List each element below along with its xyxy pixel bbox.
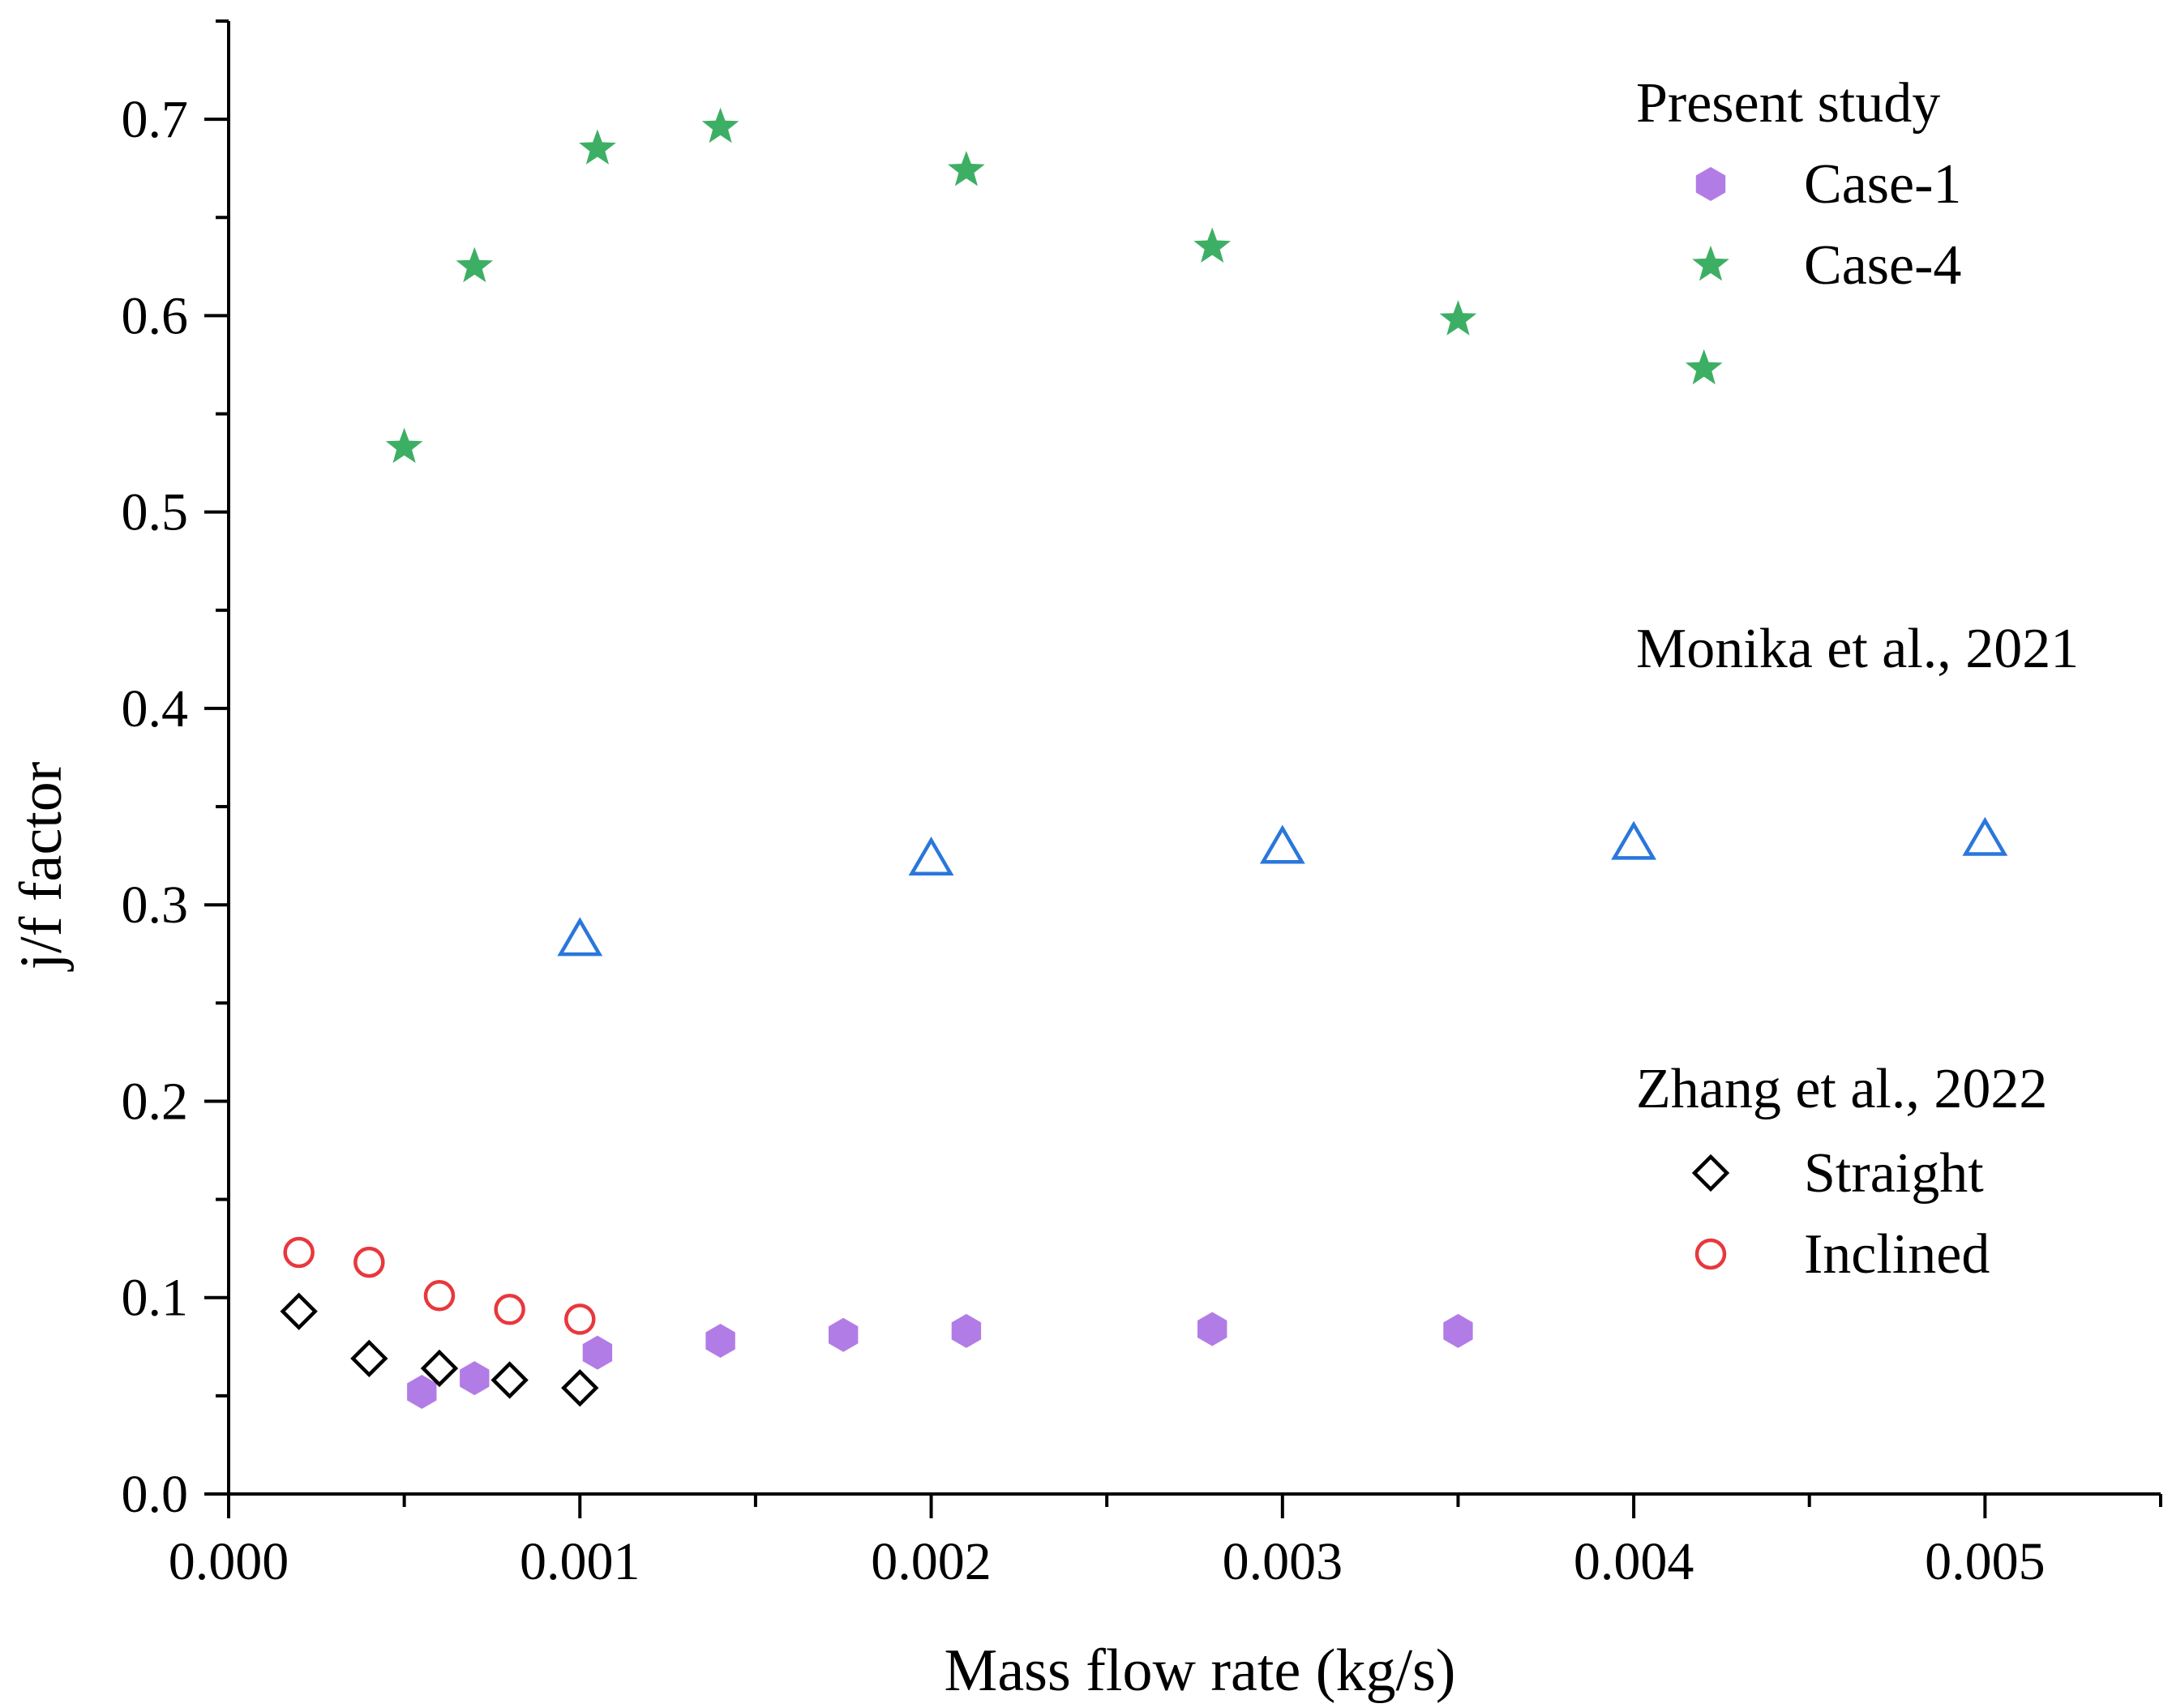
x-tick-label: 0.003 <box>1223 1532 1343 1591</box>
legend-label-case-1: Case-1 <box>1804 153 1961 216</box>
data-point-case-1 <box>1443 1313 1473 1348</box>
axes <box>227 21 2161 1496</box>
data-points <box>280 107 2008 1409</box>
data-point-case-1 <box>829 1317 859 1352</box>
data-point-case-4 <box>1193 227 1231 263</box>
data-point-monika-et-al-2021 <box>1962 816 2008 856</box>
data-point-inclined <box>283 1236 315 1269</box>
data-point-monika-et-al-2021 <box>908 837 954 876</box>
data-point-inclined <box>564 1303 596 1335</box>
data-point-case-4 <box>701 107 739 143</box>
y-tick-label: 0.3 <box>122 875 189 935</box>
data-point-straight <box>350 1339 388 1378</box>
legend-marker-straight <box>1691 1154 1730 1192</box>
data-point-case-1 <box>582 1335 613 1370</box>
x-tick-label: 0.002 <box>871 1532 992 1591</box>
data-point-inclined <box>353 1246 385 1278</box>
data-point-case-4 <box>385 427 423 464</box>
y-tick-label: 0.2 <box>122 1072 189 1131</box>
y-tick-label: 0.5 <box>122 483 189 542</box>
legend-label-case-4: Case-4 <box>1804 234 1961 297</box>
x-tick-label: 0.005 <box>1925 1532 2046 1591</box>
ticks: 0.000 0.001 0.002 0.003 0.004 0.005 0.0 0.1 0.2 0… <box>122 19 2162 1591</box>
legend-label-inclined: Inclined <box>1804 1223 1990 1286</box>
data-point-monika-et-al-2021 <box>557 917 603 957</box>
data-point-case-1 <box>1197 1312 1227 1346</box>
legend-marker-inclined <box>1694 1238 1727 1270</box>
legend-marker-case-1 <box>1695 167 1726 201</box>
data-point-case-1 <box>951 1313 982 1348</box>
data-point-straight <box>491 1361 529 1399</box>
data-point-case-4 <box>1685 349 1723 385</box>
data-point-inclined <box>423 1280 456 1312</box>
legend-label-straight: Straight <box>1804 1142 1984 1205</box>
data-point-case-4 <box>948 151 985 186</box>
x-tick-label: 0.000 <box>169 1532 289 1591</box>
legend-marker-case-4 <box>1692 246 1729 281</box>
legend-title-monika: Monika et al., 2021 <box>1636 618 2079 680</box>
legend: Present study Case-1 Case-4 Monika et al… <box>1636 72 2079 1286</box>
x-tick-label: 0.004 <box>1574 1532 1694 1591</box>
data-point-case-4 <box>579 129 616 165</box>
data-point-straight <box>420 1349 459 1388</box>
data-point-monika-et-al-2021 <box>1259 824 1305 864</box>
data-point-straight <box>280 1292 318 1330</box>
data-point-case-4 <box>456 246 494 283</box>
y-axis-title: j/f factor <box>8 762 75 973</box>
data-point-case-1 <box>705 1324 735 1358</box>
data-point-case-1 <box>407 1375 437 1409</box>
data-point-inclined <box>494 1294 525 1325</box>
x-tick-label: 0.001 <box>520 1532 640 1591</box>
y-tick-label: 0.4 <box>122 679 189 738</box>
y-tick-label: 0.6 <box>122 286 189 345</box>
y-tick-label: 0.0 <box>122 1465 189 1524</box>
data-point-monika-et-al-2021 <box>1611 820 1657 860</box>
data-point-case-4 <box>1439 300 1477 336</box>
y-tick-label: 0.7 <box>122 90 189 149</box>
y-tick-label: 0.1 <box>122 1269 189 1328</box>
legend-title-present-study: Present study <box>1636 72 1940 135</box>
legend-title-zhang: Zhang et al., 2022 <box>1636 1058 2047 1120</box>
data-point-case-1 <box>460 1361 490 1396</box>
data-point-straight <box>561 1368 599 1407</box>
x-axis-title: Mass flow rate (kg/s) <box>945 1637 1456 1704</box>
